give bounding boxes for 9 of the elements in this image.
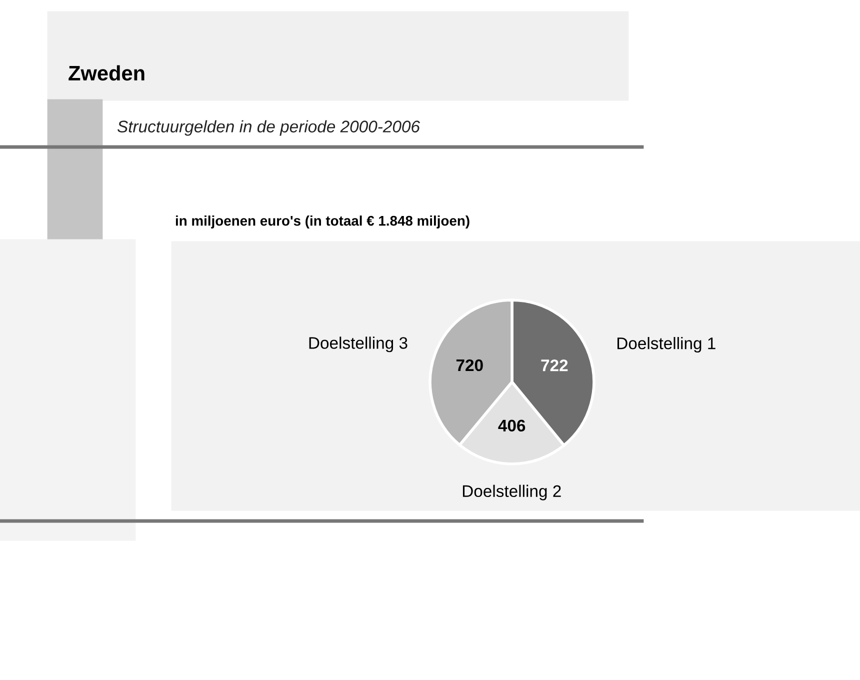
slice-label: Doelstelling 1 xyxy=(617,337,716,353)
text: Zweden xyxy=(68,65,144,81)
text: in miljoenen euro's (in totaal € 1.848 miljoen) xyxy=(176,216,470,228)
chart-subtitle: Structuurgelden in de periode 2000-2006 xyxy=(117,120,420,136)
data-label: 720 xyxy=(456,359,483,372)
slice-label: Doelstelling 2 xyxy=(462,484,561,500)
data-label: 406 xyxy=(498,420,526,432)
slice-label: Doelstelling 3 xyxy=(309,336,408,352)
data-label: 722 xyxy=(541,360,568,372)
